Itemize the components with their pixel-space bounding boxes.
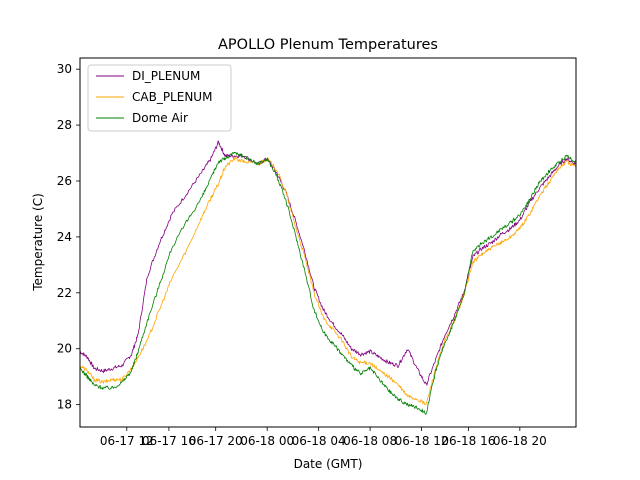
legend-label: DI_PLENUM: [132, 69, 200, 83]
y-tick-label: 20: [57, 342, 72, 356]
x-tick-label: 06-18 12: [395, 434, 449, 448]
x-tick-label: 06-18 04: [292, 434, 346, 448]
series-line-cab-plenum: [80, 156, 576, 406]
y-tick-label: 18: [57, 398, 72, 412]
series-line-di-plenum: [80, 140, 576, 386]
x-tick-label: 06-18 08: [343, 434, 397, 448]
x-tick-label: 06-18 00: [240, 434, 294, 448]
plot-frame: [79, 57, 577, 428]
x-tick-label: 06-18 20: [493, 434, 547, 448]
x-tick-label: 06-17 16: [142, 434, 196, 448]
series-line-dome-air: [80, 151, 576, 415]
legend-box: [87, 64, 232, 132]
x-tick-label: 06-17 12: [100, 434, 154, 448]
y-axis: 18 20 22 24 26 28 30: [57, 62, 80, 412]
series-layer: [80, 140, 576, 415]
chart-title: APOLLO Plenum Temperatures: [218, 37, 438, 53]
y-tick-label: 30: [57, 62, 72, 76]
legend: DI_PLENUM CAB_PLENUM Dome Air: [87, 64, 232, 132]
legend-label: CAB_PLENUM: [132, 90, 212, 104]
y-tick-label: 28: [57, 118, 72, 132]
x-axis-title: Date (GMT): [294, 457, 363, 471]
y-axis-title: Temperature (C): [31, 193, 45, 292]
y-tick-label: 22: [57, 286, 72, 300]
y-tick-label: 24: [57, 230, 72, 244]
x-tick-label: 06-18 16: [441, 434, 495, 448]
x-tick-label: 06-17 20: [189, 434, 243, 448]
legend-label: Dome Air: [132, 111, 188, 125]
y-tick-label: 26: [57, 174, 72, 188]
